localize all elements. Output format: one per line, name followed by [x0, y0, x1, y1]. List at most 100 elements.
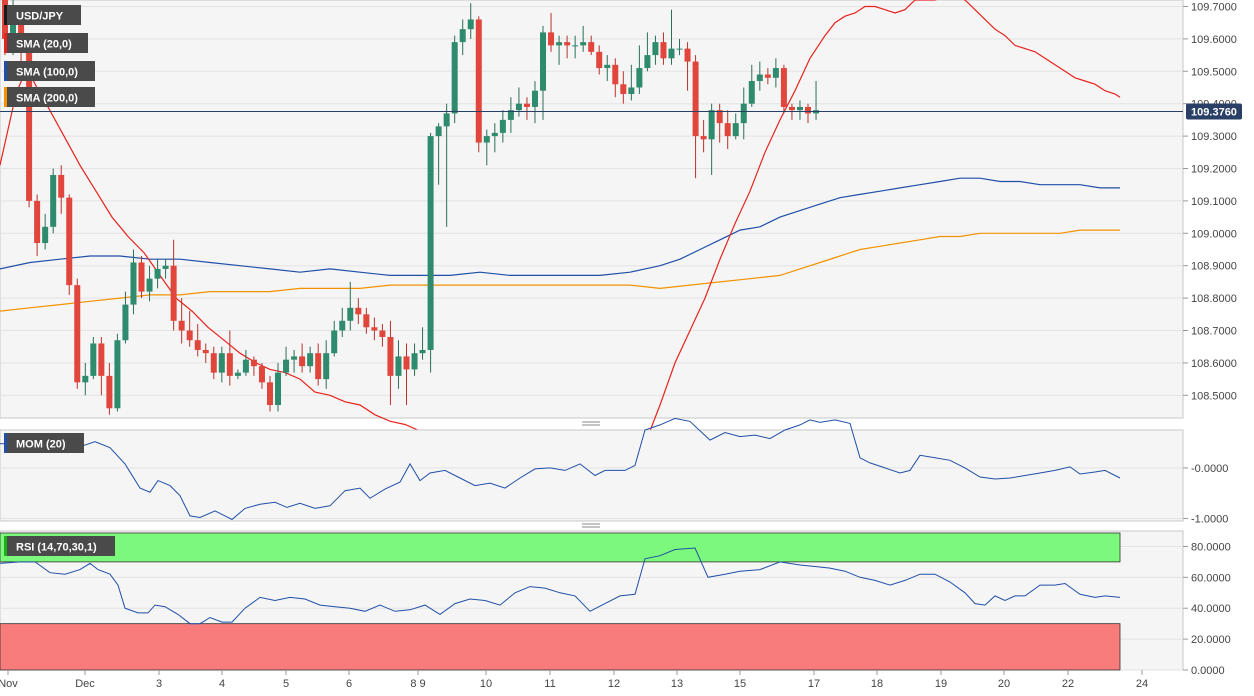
x-tick-label: 22: [1062, 678, 1074, 690]
candle: [299, 343, 306, 373]
candle: [540, 25, 547, 120]
candle-body: [604, 64, 611, 69]
candle: [66, 194, 73, 295]
candle-body: [210, 353, 217, 373]
candle-body: [676, 48, 683, 50]
candle: [355, 298, 362, 325]
candle-body: [772, 68, 779, 78]
candle: [628, 64, 635, 101]
candle: [572, 35, 579, 59]
candle: [556, 35, 563, 65]
price-tick-label: 108.6000: [1191, 358, 1237, 370]
candle-body: [780, 68, 787, 107]
candle: [146, 265, 153, 302]
candle-body: [202, 349, 209, 354]
candle-body: [10, 19, 17, 39]
candle: [339, 307, 346, 337]
x-tick-label: 18: [871, 678, 883, 690]
x-tick-label: 11: [544, 678, 555, 690]
candle-body: [515, 103, 522, 111]
candle: [275, 362, 282, 412]
candle: [210, 346, 217, 380]
candle-body: [636, 68, 643, 88]
candle-body: [299, 356, 306, 367]
price-tick-label: 108.8000: [1191, 293, 1237, 305]
candle-body: [90, 343, 97, 376]
candle: [291, 349, 298, 373]
x-tick-label: 20: [998, 678, 1010, 690]
candle: [491, 123, 498, 153]
x-tick-label: 5: [283, 678, 289, 690]
sma-200-line: [0, 229, 1120, 312]
price-tick-label: 108.7000: [1191, 326, 1237, 338]
candle-body: [339, 320, 346, 331]
candle-body: [403, 356, 410, 370]
candle: [427, 132, 434, 373]
candle: [226, 330, 233, 386]
panel-splitter-1[interactable]: [582, 421, 600, 426]
candle: [692, 55, 699, 179]
legend-sma-20[interactable]: SMA (20,0): [4, 33, 88, 53]
candle-body: [796, 106, 803, 111]
candle-body: [154, 268, 161, 279]
x-tick-label: 10: [480, 678, 492, 690]
candle: [564, 35, 571, 59]
candle-body: [315, 353, 322, 380]
rsi-tick-label: 60.0000: [1191, 572, 1231, 584]
candle-body: [114, 340, 121, 409]
candle-body: [572, 45, 579, 47]
candle-body: [788, 106, 795, 111]
momentum-tick-label: -0.0000: [1191, 463, 1228, 475]
candle: [805, 103, 811, 124]
candle-body: [266, 382, 273, 406]
candle: [395, 340, 402, 389]
candle: [218, 346, 225, 383]
legend-symbol[interactable]: USD/JPY: [4, 5, 81, 25]
candle: [162, 259, 169, 279]
candle: [58, 165, 65, 214]
candle-body: [523, 103, 530, 107]
candle: [379, 324, 386, 347]
candle: [652, 35, 659, 65]
candle-body: [138, 262, 145, 292]
candle: [475, 16, 482, 153]
candle: [499, 110, 506, 143]
candle: [644, 32, 651, 72]
candle-body: [387, 336, 394, 376]
legend-momentum[interactable]: MOM (20): [4, 433, 84, 453]
candle: [716, 103, 723, 143]
price-tick-label: 109.2000: [1191, 163, 1237, 175]
legend-sma-100[interactable]: SMA (100,0): [4, 61, 95, 81]
svg-text:SMA (200,0): SMA (200,0): [16, 93, 78, 105]
candle: [347, 281, 354, 331]
candle: [194, 324, 201, 357]
price-tick-label: 109.3000: [1191, 131, 1237, 143]
candle: [202, 343, 209, 363]
candle-body: [355, 307, 362, 315]
candle: [178, 298, 185, 344]
candle-body: [483, 136, 490, 143]
candle-body: [724, 123, 731, 137]
legend-sma-200[interactable]: SMA (200,0): [4, 87, 95, 107]
candle-body: [331, 330, 338, 354]
candle-body: [628, 87, 635, 94]
candle: [459, 19, 466, 56]
candle: [242, 349, 249, 376]
candle-body: [764, 74, 771, 78]
momentum-line: [0, 417, 1121, 521]
candle: [106, 362, 113, 415]
svg-text:SMA (20,0): SMA (20,0): [16, 39, 72, 51]
candle-body: [756, 74, 763, 82]
candle: [122, 291, 129, 344]
panel-splitter-2[interactable]: [582, 523, 600, 528]
rsi-overbought-zone: [0, 532, 1121, 563]
legend-rsi[interactable]: RSI (14,70,30,1): [4, 536, 115, 556]
candle: [283, 346, 290, 376]
candle-body: [540, 32, 547, 91]
candle: [548, 12, 555, 52]
candle: [331, 320, 338, 357]
candle-body: [620, 84, 627, 94]
momentum-gridlines: [0, 467, 1183, 519]
price-tick-label: 109.6000: [1191, 34, 1237, 46]
